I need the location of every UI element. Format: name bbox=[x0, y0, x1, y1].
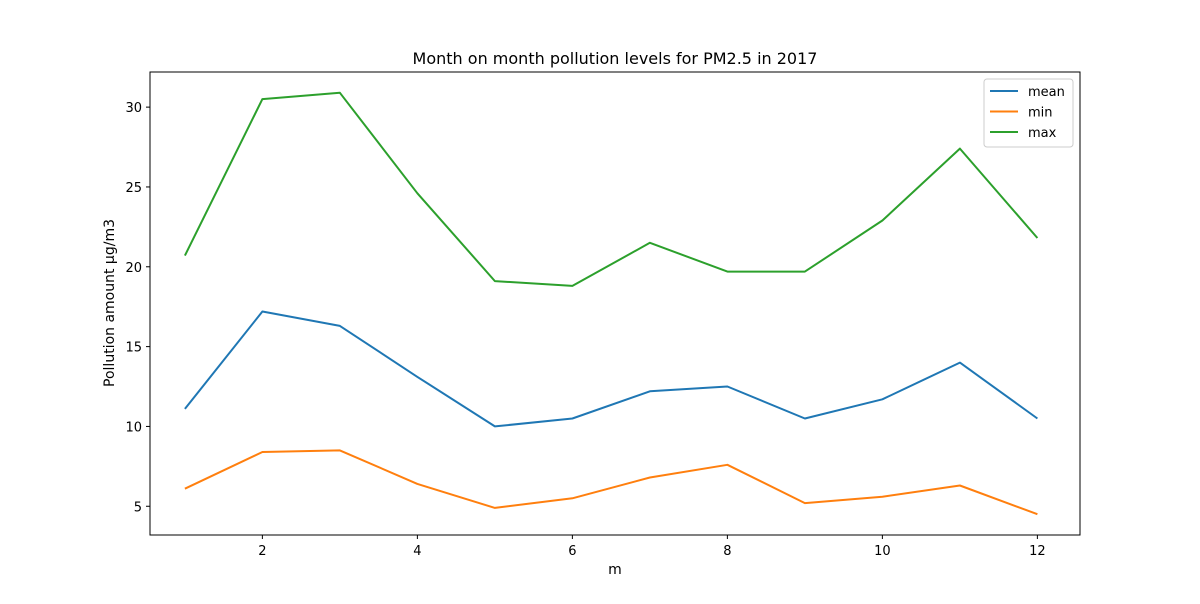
series-line-max bbox=[184, 91, 1039, 287]
legend-label-mean: mean bbox=[1028, 85, 1065, 100]
y-tick-label: 25 bbox=[125, 181, 142, 196]
legend-label-min: min bbox=[1028, 106, 1053, 121]
x-tick-label: 12 bbox=[1029, 544, 1046, 559]
y-tick-label: 10 bbox=[125, 420, 142, 435]
y-tick-label: 5 bbox=[134, 500, 142, 515]
series-line-mean bbox=[184, 310, 1038, 428]
x-tick-label: 10 bbox=[874, 544, 891, 559]
x-tick-label: 8 bbox=[723, 544, 731, 559]
x-tick-label: 6 bbox=[568, 544, 576, 559]
y-tick-label: 20 bbox=[125, 261, 142, 276]
chart-title: Month on month pollution levels for PM2.… bbox=[413, 49, 818, 68]
series-line-min bbox=[184, 449, 1038, 516]
y-axis-label: Pollution amount μg/m3 bbox=[102, 219, 118, 387]
x-axis-label: m bbox=[608, 562, 622, 578]
y-tick-label: 30 bbox=[125, 101, 142, 116]
axes-frame bbox=[149, 71, 1081, 536]
legend-box bbox=[983, 78, 1074, 148]
x-tick-label: 4 bbox=[413, 544, 421, 559]
legend: mean min max bbox=[983, 78, 1074, 148]
y-tick-label: 15 bbox=[125, 341, 142, 356]
legend-label-max: max bbox=[1028, 126, 1057, 141]
x-tick-label: 2 bbox=[258, 544, 266, 559]
